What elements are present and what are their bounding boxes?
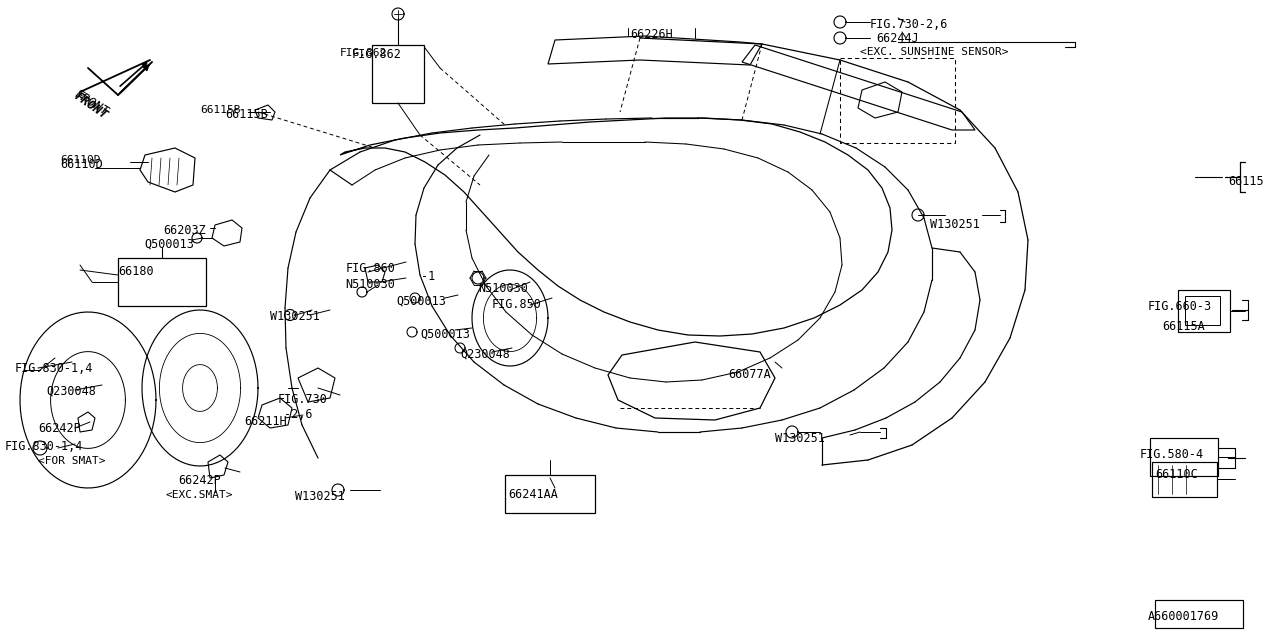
Text: 66226H: 66226H xyxy=(630,28,673,41)
Text: W130251: W130251 xyxy=(294,490,344,503)
Text: FIG.730-2,6: FIG.730-2,6 xyxy=(870,18,948,31)
Text: A660001769: A660001769 xyxy=(1148,610,1220,623)
Text: 66110D: 66110D xyxy=(60,158,102,171)
Text: Q500013: Q500013 xyxy=(396,295,445,308)
Text: Q230048: Q230048 xyxy=(46,385,96,398)
Text: 66115: 66115 xyxy=(1228,175,1263,188)
Text: 66241AA: 66241AA xyxy=(508,488,558,501)
Text: -1: -1 xyxy=(421,270,435,283)
Text: 66077A: 66077A xyxy=(728,368,771,381)
Text: W130251: W130251 xyxy=(270,310,320,323)
Text: FIG.830-1,4: FIG.830-1,4 xyxy=(5,440,83,453)
Text: FIG.580-4: FIG.580-4 xyxy=(1140,448,1204,461)
Text: -2,6: -2,6 xyxy=(284,408,312,421)
Text: 66242P: 66242P xyxy=(178,474,220,487)
Text: FIG.850: FIG.850 xyxy=(492,298,541,311)
Text: FIG.860: FIG.860 xyxy=(346,262,396,275)
Text: FIG.862: FIG.862 xyxy=(340,48,388,58)
Text: 66115A: 66115A xyxy=(1162,320,1204,333)
Text: Q500013: Q500013 xyxy=(143,238,193,251)
Text: 66115B: 66115B xyxy=(225,108,268,121)
Text: FIG.730: FIG.730 xyxy=(278,393,328,406)
Text: 66180: 66180 xyxy=(118,265,154,278)
Text: 66203Z: 66203Z xyxy=(163,224,206,237)
Text: FRONT: FRONT xyxy=(72,88,110,119)
Text: FIG.660-3: FIG.660-3 xyxy=(1148,300,1212,313)
Text: FIG.862: FIG.862 xyxy=(352,48,402,61)
Text: N510030: N510030 xyxy=(346,278,394,291)
Text: W130251: W130251 xyxy=(931,218,980,231)
Text: <FOR SMAT>: <FOR SMAT> xyxy=(38,456,105,466)
Text: FRONT: FRONT xyxy=(72,90,110,122)
Text: 66244J: 66244J xyxy=(876,32,919,45)
Text: Q230048: Q230048 xyxy=(460,348,509,361)
Text: W130251: W130251 xyxy=(774,432,824,445)
Text: N510030: N510030 xyxy=(477,282,527,295)
Text: Q500013: Q500013 xyxy=(420,328,470,341)
Text: 66115B: 66115B xyxy=(200,105,241,115)
Text: 66242P: 66242P xyxy=(38,422,81,435)
Text: FIG.830-1,4: FIG.830-1,4 xyxy=(15,362,93,375)
Text: 66211H: 66211H xyxy=(244,415,287,428)
Text: 66110C: 66110C xyxy=(1155,468,1198,481)
Text: 66110D: 66110D xyxy=(60,155,101,165)
Text: <EXC. SUNSHINE SENSOR>: <EXC. SUNSHINE SENSOR> xyxy=(860,47,1009,57)
Text: <EXC.SMAT>: <EXC.SMAT> xyxy=(166,490,233,500)
